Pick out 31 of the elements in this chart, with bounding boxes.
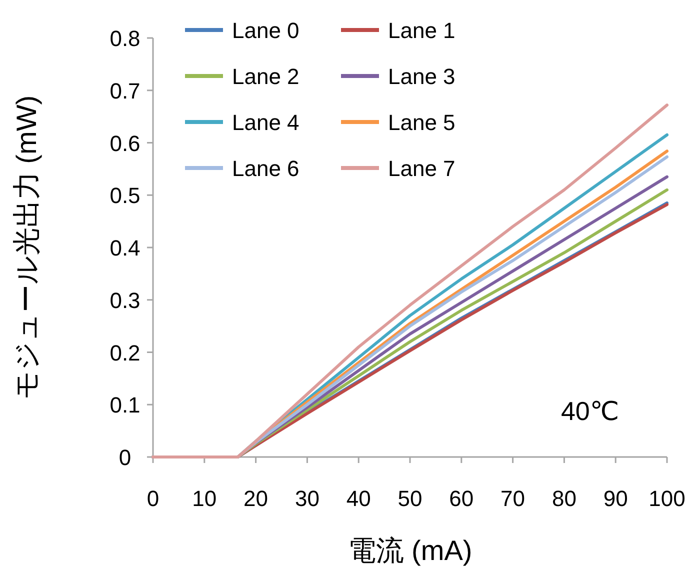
x-tick-label: 100 xyxy=(648,486,686,511)
x-tick-label: 50 xyxy=(398,486,422,511)
x-tick-label: 90 xyxy=(603,486,628,511)
x-axis-title: 電流 (mA) xyxy=(348,535,472,566)
x-tick-label: 0 xyxy=(146,486,160,511)
legend-label: Lane 2 xyxy=(232,64,300,89)
y-tick-label: 0.8 xyxy=(110,26,140,51)
y-tick-label: 0.4 xyxy=(110,236,140,260)
legend-label: Lane 3 xyxy=(388,64,456,89)
x-tick-label: 30 xyxy=(294,486,320,511)
x-tick-label: 70 xyxy=(500,486,526,511)
x-tick-label: 40 xyxy=(346,486,371,511)
legend-label: Lane 7 xyxy=(388,156,456,181)
y-tick-label: 0.1 xyxy=(110,392,140,418)
annotation: 40℃ xyxy=(560,396,620,426)
y-tick-label: 0.3 xyxy=(110,288,140,313)
y-tick-label: 0.6 xyxy=(110,130,140,156)
y-tick-label: 0 xyxy=(118,445,132,470)
x-tick-label: 10 xyxy=(192,486,217,511)
y-tick-label: 0.7 xyxy=(110,78,140,104)
y-tick-label: 0.2 xyxy=(110,340,140,366)
x-tick-label: 20 xyxy=(244,486,268,511)
legend-label: Lane 4 xyxy=(232,110,300,135)
y-axis-title: モジュール光出力 (mW) xyxy=(11,95,42,400)
legend-label: Lane 5 xyxy=(388,110,456,135)
legend-label: Lane 1 xyxy=(388,18,456,43)
legend-label: Lane 6 xyxy=(232,156,300,181)
legend-label: Lane 0 xyxy=(232,18,300,43)
y-tick-label: 0.5 xyxy=(110,183,140,208)
x-tick-label: 60 xyxy=(449,486,474,511)
x-tick-label: 80 xyxy=(552,486,576,511)
